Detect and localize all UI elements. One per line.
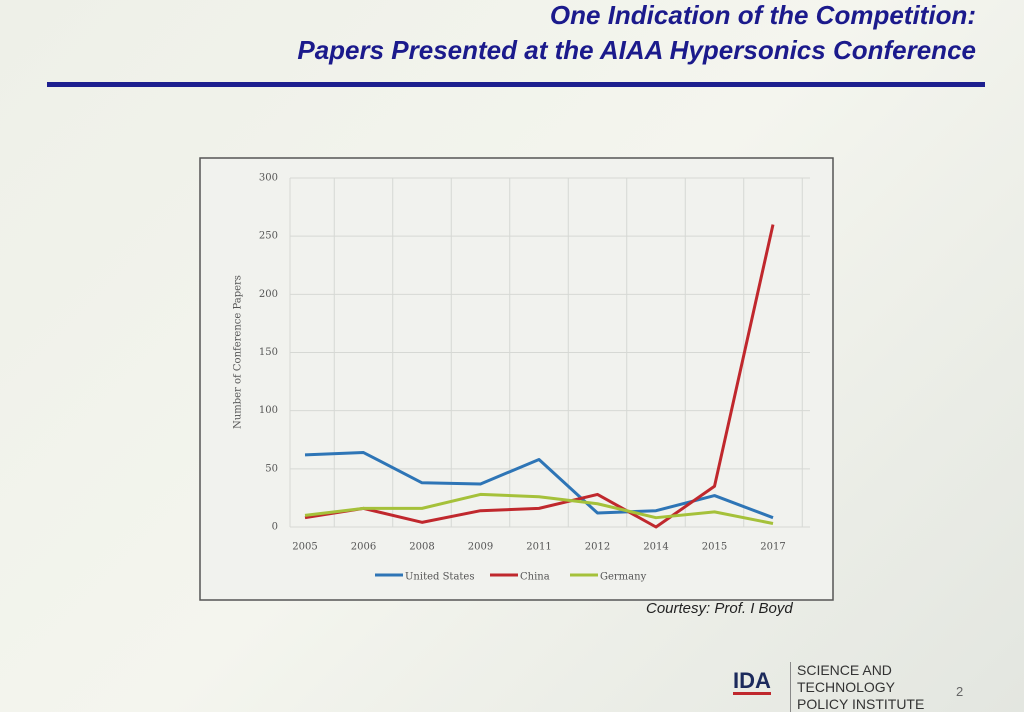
y-axis-label: Number of Conference Papers (233, 275, 244, 429)
x-tick-label: 2005 (292, 542, 317, 553)
series-line (304, 224, 775, 529)
page-number: 2 (956, 684, 964, 699)
title-line: One Indication of the Competition: (549, 0, 976, 30)
institute-line: TECHNOLOGY (797, 679, 896, 695)
y-tick-label: 100 (259, 405, 278, 416)
x-tick-label: 2015 (702, 542, 727, 553)
logo: IDA (733, 668, 771, 695)
institute-line: SCIENCE AND (797, 662, 892, 678)
x-tick-label: 2008 (409, 542, 434, 553)
divider (790, 662, 791, 712)
y-tick-label: 200 (259, 289, 278, 300)
legend-label: United States (405, 572, 474, 583)
legend-label: Germany (600, 572, 647, 583)
y-tick-label: 150 (259, 347, 278, 358)
title-rule (47, 82, 985, 87)
institute-line: POLICY INSTITUTE (797, 696, 925, 712)
y-tick-label: 300 (259, 173, 278, 184)
legend-label: China (520, 572, 550, 583)
x-tick-label: 2006 (351, 542, 376, 553)
x-tick-label: 2014 (643, 542, 668, 553)
y-tick-label: 250 (259, 231, 278, 242)
y-tick-label: 50 (265, 463, 278, 474)
x-tick-label: 2009 (468, 542, 493, 553)
series-line (304, 492, 774, 525)
title-line: Papers Presented at the AIAA Hypersonics… (297, 35, 976, 65)
y-tick-label: 0 (272, 522, 278, 533)
x-tick-label: 2012 (585, 542, 610, 553)
chart-frame (199, 157, 834, 601)
courtesy: Courtesy: Prof. I Boyd (646, 600, 793, 617)
x-tick-label: 2011 (526, 542, 551, 553)
x-tick-label: 2017 (760, 542, 785, 553)
